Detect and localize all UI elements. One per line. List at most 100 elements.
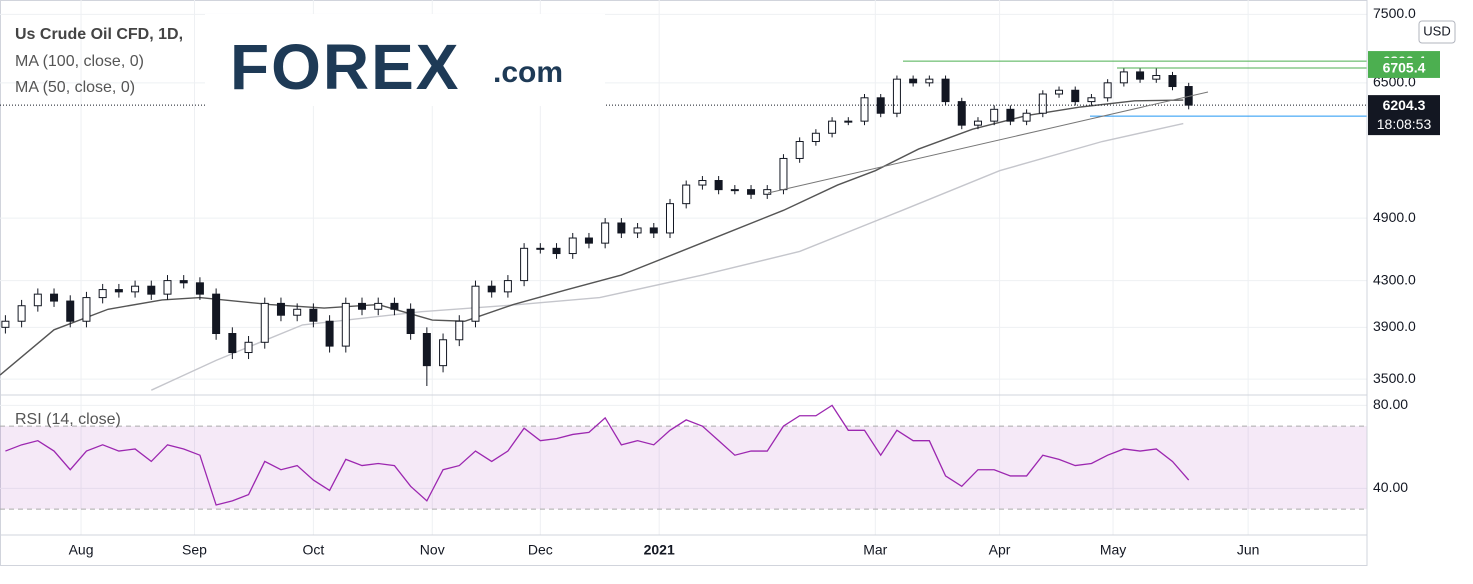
candle-body — [1152, 75, 1161, 80]
x-tick-label: Sep — [182, 542, 207, 558]
candle-body — [730, 189, 739, 192]
marks — [0, 60, 1367, 510]
candle-body — [876, 97, 885, 114]
candle-body — [747, 189, 756, 195]
candle-body — [1038, 93, 1047, 114]
logo-box — [205, 14, 605, 106]
candle-body — [114, 289, 123, 293]
candle-body — [584, 237, 593, 244]
candle-body — [633, 227, 642, 234]
axis: Aug Sep Oct Nov Dec 2021 Mar Apr May Jun 3500.0 390… — [69, 5, 1440, 558]
candle-body — [341, 302, 350, 347]
candle-body — [147, 285, 156, 295]
countdown: 18:08:53 — [1377, 116, 1432, 132]
trend-line — [767, 91, 1209, 194]
chart-title: Us Crude Oil CFD, 1D, — [15, 26, 183, 43]
y-tick-label: 3900.0 — [1373, 318, 1416, 334]
candle-body — [212, 293, 221, 335]
x-tick-label: Jun — [1237, 542, 1260, 558]
candle-body — [990, 108, 999, 122]
legend-entry: MA (50, close, 0) — [15, 79, 135, 96]
rsi-title: RSI (14, close) — [15, 411, 121, 428]
candle-body — [503, 280, 512, 293]
candle-body — [406, 308, 415, 335]
candle-body — [1022, 112, 1031, 122]
candle-body — [957, 101, 966, 126]
candle-body — [763, 189, 772, 195]
candle-body — [487, 285, 496, 293]
candle-body — [665, 203, 674, 234]
candle-body — [276, 302, 285, 316]
x-tick-label: Oct — [302, 542, 324, 558]
candle-body — [617, 222, 626, 234]
x-tick-label: Apr — [989, 542, 1011, 558]
candle-body — [374, 302, 383, 310]
logo-suffix: .com — [493, 56, 563, 89]
candle-body — [601, 222, 610, 244]
currency: USD — [1423, 23, 1450, 38]
logo: FOREX — [230, 31, 460, 103]
candle-body — [941, 78, 950, 103]
candle-body — [325, 320, 334, 347]
candle-body — [682, 184, 691, 205]
candle-body — [358, 302, 367, 310]
last-price-box — [1368, 95, 1440, 136]
candle-body — [455, 320, 464, 341]
candle-body — [50, 293, 59, 302]
y-tick-label: 80.00 — [1373, 396, 1408, 412]
y-tick-label: 7500.0 — [1373, 5, 1416, 21]
candle-body — [811, 132, 820, 143]
x-tick-label: Dec — [528, 542, 553, 558]
candle-body — [439, 339, 448, 367]
candle-body — [536, 247, 545, 250]
candle-body — [698, 180, 707, 186]
candle-body — [1071, 89, 1080, 103]
candle-body — [520, 247, 529, 282]
candle-body — [163, 280, 172, 295]
x-tick-label: Mar — [863, 542, 887, 558]
candle-body — [860, 97, 869, 122]
candle-body — [1168, 75, 1177, 88]
candle-body — [98, 289, 107, 299]
y-tick-label: 40.00 — [1373, 479, 1408, 495]
candle-body — [909, 78, 918, 84]
y-tick-label: 4300.0 — [1373, 271, 1416, 287]
candle-body — [828, 120, 837, 134]
candle-body — [973, 120, 982, 126]
candle-body — [1055, 89, 1064, 95]
candle-body — [1006, 108, 1015, 122]
candle-body — [244, 341, 253, 354]
candle-body — [925, 78, 934, 84]
candle-body — [82, 297, 91, 322]
candle-body — [1119, 71, 1128, 84]
level-label: 6705.4 — [1383, 60, 1426, 76]
ma-line — [150, 122, 1184, 391]
x-tick-label: Aug — [69, 542, 94, 558]
candle-body — [309, 308, 318, 322]
legend-entry: MA (100, close, 0) — [15, 53, 144, 70]
candle-body — [568, 237, 577, 255]
candle-body — [779, 157, 788, 191]
rsi-band — [0, 426, 1367, 510]
candle-body — [1, 320, 10, 328]
candle-body — [892, 78, 901, 114]
candle-body — [552, 247, 561, 255]
candle-body — [131, 285, 140, 293]
y-tick-label: 3500.0 — [1373, 370, 1416, 386]
last-price-label: 6204.3 — [1383, 97, 1426, 113]
x-tick-label: 2021 — [644, 542, 675, 558]
candle-body — [649, 227, 658, 234]
rsi-line — [5, 404, 1190, 506]
candle-body — [293, 308, 302, 316]
candle-body — [17, 305, 26, 322]
candle-body — [179, 280, 188, 284]
level-label-box — [1368, 57, 1440, 78]
candle-body — [1087, 97, 1096, 103]
candle-body — [471, 285, 480, 322]
candle-body — [195, 282, 204, 295]
candle-body — [844, 120, 853, 123]
ma-line — [0, 99, 1184, 376]
candle-body — [66, 300, 75, 322]
